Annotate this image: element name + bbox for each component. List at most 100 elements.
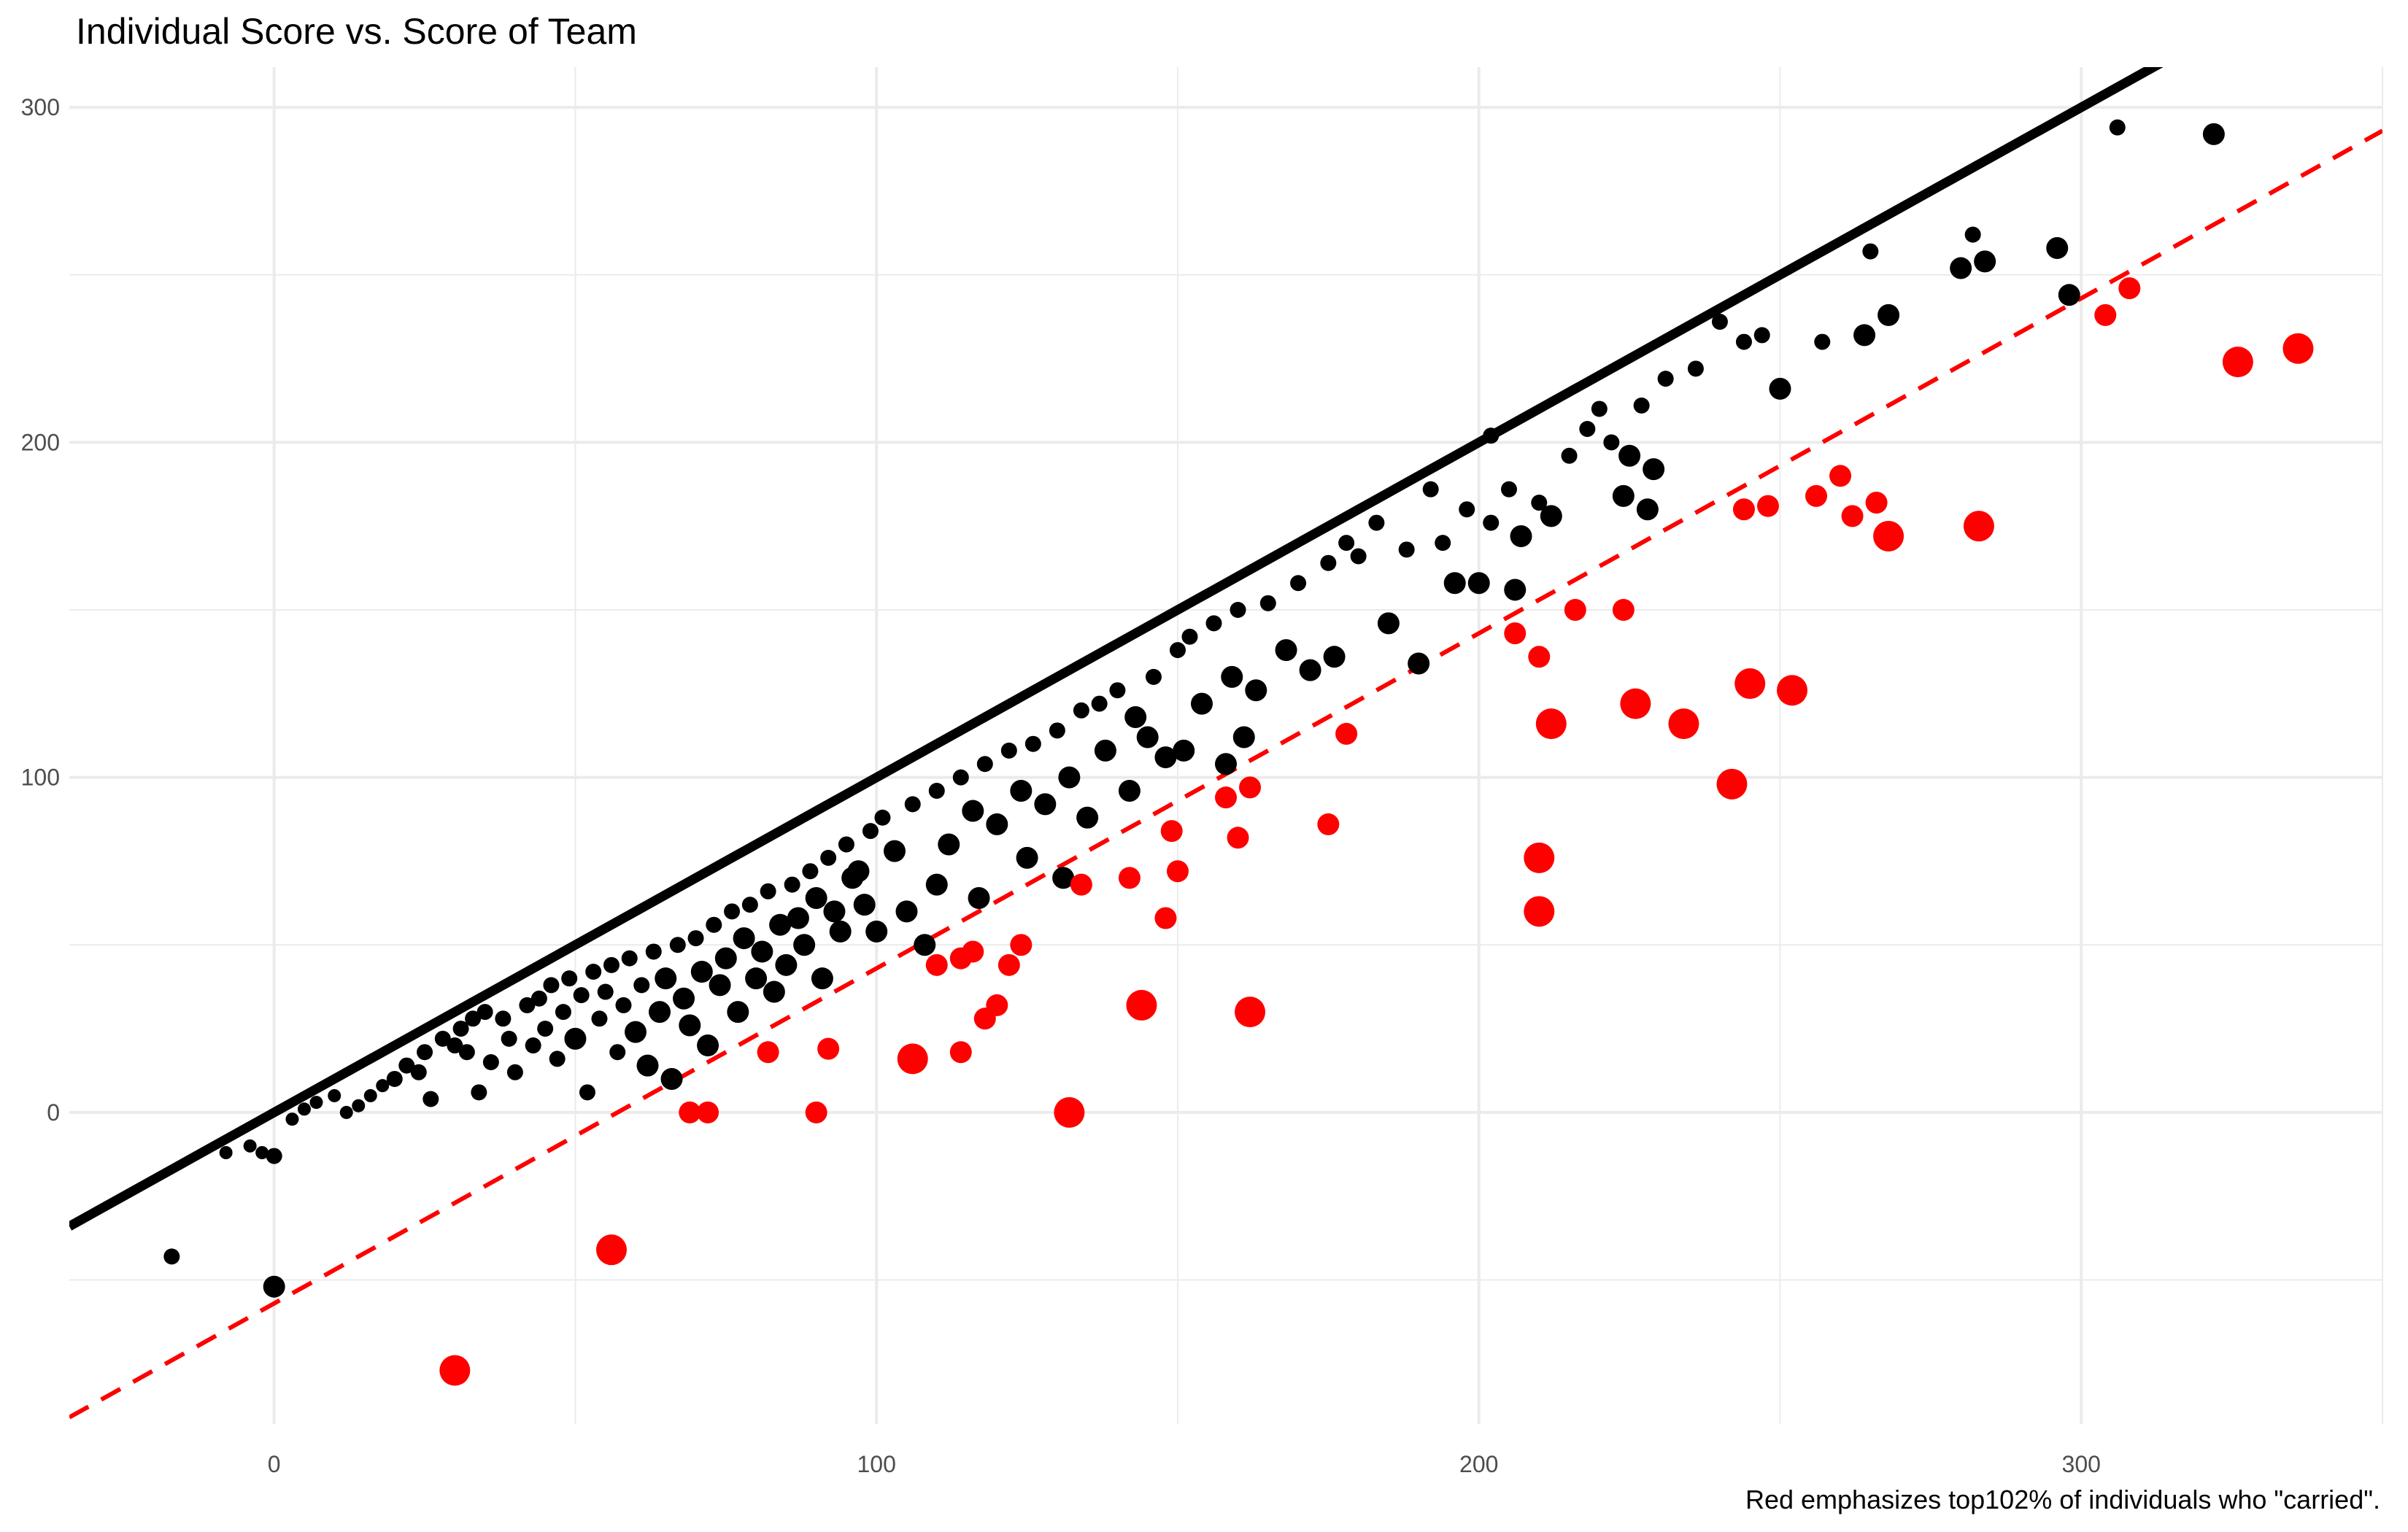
red-data-point <box>1166 860 1189 883</box>
black-data-point <box>1215 753 1237 775</box>
black-data-point <box>829 920 852 943</box>
black-data-point <box>1275 639 1297 662</box>
black-data-point <box>645 943 662 960</box>
black-data-point <box>1290 575 1307 592</box>
x-tick-label: 100 <box>857 1451 896 1477</box>
red-data-point <box>1865 492 1888 514</box>
black-data-point <box>633 977 650 994</box>
black-data-point <box>386 1070 403 1087</box>
red-data-point <box>1564 599 1586 621</box>
black-data-point <box>1459 501 1475 518</box>
black-data-point <box>1230 602 1246 618</box>
black-data-point <box>962 800 984 822</box>
black-data-point <box>1504 579 1527 601</box>
black-data-point <box>1058 766 1081 789</box>
y-tick-label: 100 <box>21 765 60 791</box>
black-data-point <box>530 990 547 1007</box>
black-data-point <box>1633 397 1650 414</box>
black-data-point <box>1964 226 1981 243</box>
black-data-point <box>434 1030 451 1047</box>
black-data-point <box>501 1030 517 1047</box>
black-data-point <box>811 967 833 990</box>
black-data-point <box>1483 428 1500 444</box>
black-data-point <box>769 913 792 936</box>
black-data-point <box>564 1027 587 1050</box>
black-data-point <box>745 967 768 990</box>
red-data-point <box>1070 873 1092 896</box>
black-data-point <box>163 1248 180 1265</box>
black-data-point <box>636 1054 659 1077</box>
red-data-point <box>2118 277 2141 300</box>
black-data-point <box>968 886 990 909</box>
black-data-point <box>1094 739 1116 762</box>
black-data-point <box>687 930 704 947</box>
red-data-point <box>2094 303 2117 326</box>
black-data-point <box>660 1067 683 1090</box>
black-data-point <box>1034 793 1057 816</box>
black-data-point <box>1862 243 1879 260</box>
black-data-point <box>1016 846 1038 869</box>
black-data-point <box>1408 652 1430 675</box>
black-data-point <box>263 1275 285 1298</box>
black-data-point <box>1878 303 1900 326</box>
black-data-point <box>597 983 614 1000</box>
red-data-point <box>1829 465 1852 487</box>
red-data-point <box>757 1041 779 1064</box>
black-data-point <box>741 897 758 913</box>
red-data-point <box>1126 989 1157 1021</box>
chart-caption: Red emphasizes top102% of individuals wh… <box>1745 1485 2380 1514</box>
black-data-point <box>285 1113 299 1126</box>
black-data-point <box>609 1044 626 1061</box>
black-data-point <box>579 1084 595 1101</box>
red-data-point <box>962 940 984 963</box>
black-data-point <box>465 1010 482 1027</box>
y-tick-label: 200 <box>21 429 60 455</box>
black-data-point <box>793 934 816 956</box>
black-data-point <box>904 796 921 813</box>
red-data-point <box>1154 907 1177 929</box>
red-data-point <box>1668 708 1699 740</box>
black-data-point <box>615 997 632 1013</box>
black-data-point <box>549 1051 566 1067</box>
red-data-point <box>1612 599 1635 621</box>
red-data-point <box>1160 820 1183 843</box>
black-data-point <box>621 950 638 967</box>
black-data-point <box>760 883 776 900</box>
black-data-point <box>297 1102 311 1116</box>
black-data-point <box>624 1021 647 1043</box>
black-data-point <box>802 863 819 880</box>
black-data-point <box>853 894 876 916</box>
black-data-point <box>352 1099 366 1113</box>
red-data-point <box>1732 498 1755 521</box>
black-data-point <box>537 1021 554 1037</box>
x-tick-label: 300 <box>2062 1451 2101 1477</box>
black-data-point <box>823 900 846 923</box>
black-data-point <box>398 1057 415 1074</box>
black-data-point <box>1657 371 1674 387</box>
black-data-point <box>883 840 906 862</box>
red-data-point <box>595 1234 627 1266</box>
black-data-point <box>1612 484 1635 507</box>
black-data-point <box>751 940 773 963</box>
black-data-point <box>482 1054 499 1070</box>
black-data-point <box>603 956 620 973</box>
black-data-point <box>1076 806 1099 829</box>
black-data-point <box>1118 780 1141 802</box>
black-data-point <box>697 1034 719 1057</box>
black-data-point <box>1320 554 1337 571</box>
x-tick-label: 200 <box>1459 1451 1498 1477</box>
black-data-point <box>543 977 560 994</box>
black-data-point <box>1124 705 1147 728</box>
red-data-point <box>1535 708 1567 740</box>
black-data-point <box>679 1014 701 1037</box>
black-data-point <box>1711 314 1728 330</box>
black-data-point <box>1579 421 1596 437</box>
red-data-point <box>1873 520 1905 552</box>
red-data-point <box>1963 511 1994 542</box>
red-data-point <box>986 994 1008 1016</box>
black-data-point <box>1435 535 1451 552</box>
black-data-point <box>1245 679 1267 702</box>
black-data-point <box>727 1001 749 1024</box>
red-data-point <box>1215 786 1237 809</box>
black-data-point <box>266 1148 282 1164</box>
